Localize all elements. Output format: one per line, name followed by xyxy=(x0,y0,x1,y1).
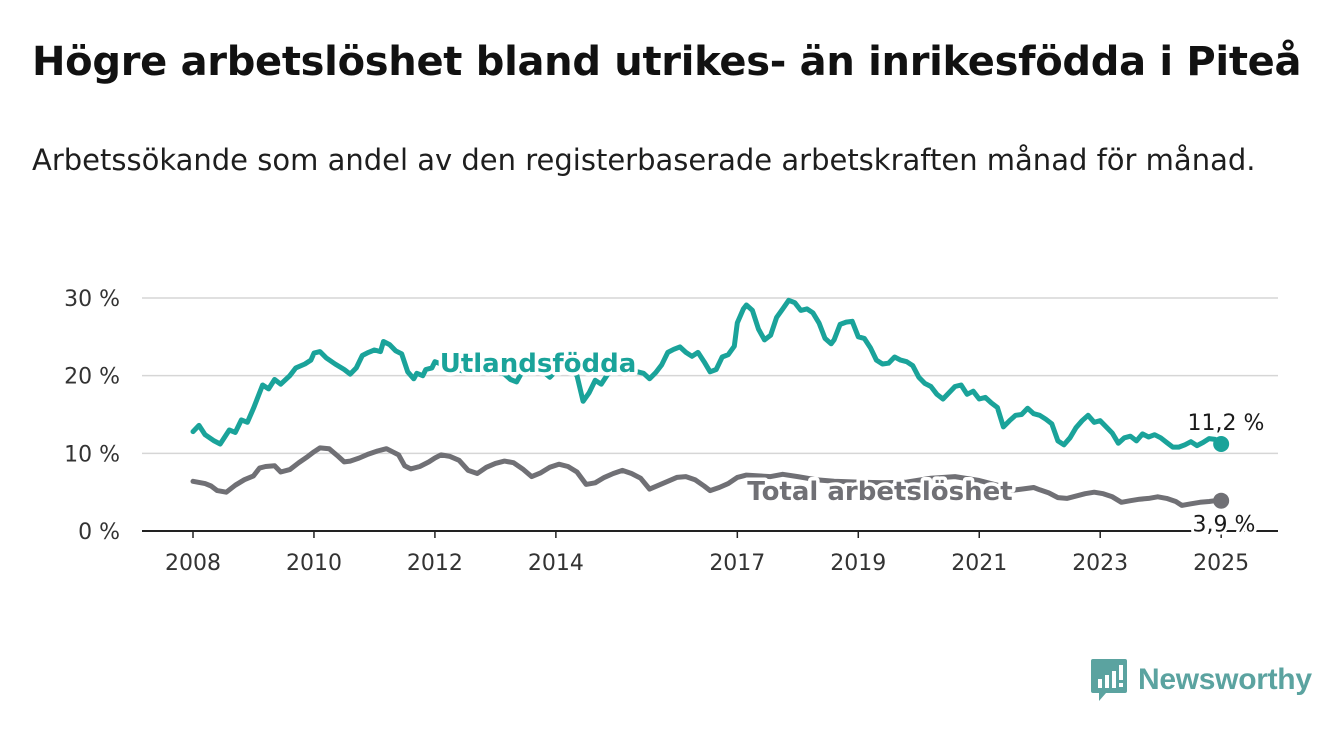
chart-title: Högre arbetslöshet bland utrikes- än inr… xyxy=(32,39,1302,85)
y-tick-label: 30 % xyxy=(64,287,120,312)
series-line-total-arbetslshet xyxy=(190,445,1224,508)
series-end-value-label: 11,2 % xyxy=(1188,411,1265,436)
chart-subtitle: Arbetssökande som andel av den registerb… xyxy=(32,143,1256,177)
x-tick-label: 2010 xyxy=(286,551,342,576)
series-name-label: Utlandsfödda xyxy=(440,349,637,379)
series-end-marker xyxy=(1213,436,1230,453)
series-name-label: Total arbetslöshet xyxy=(747,477,1012,507)
x-tick-label: 2012 xyxy=(407,551,463,576)
x-tick-label: 2008 xyxy=(165,551,221,576)
x-tick-label: 2025 xyxy=(1193,551,1249,576)
x-tick-label: 2014 xyxy=(528,551,584,576)
x-axis-ticks: 2008 2010 2012 2014 2017 2019 2021 2023 2025 xyxy=(165,531,1249,576)
x-tick-label: 2023 xyxy=(1072,551,1128,576)
y-axis-ticks: 0 % 10 % 20 % 30 % xyxy=(64,287,120,545)
y-tick-label: 20 % xyxy=(64,365,120,390)
y-tick-label: 0 % xyxy=(78,520,120,545)
gridlines xyxy=(142,297,1278,532)
y-tick-label: 10 % xyxy=(64,442,120,467)
newsworthy-logo: Newsworthy xyxy=(1090,657,1312,703)
newsworthy-logo-icon xyxy=(1091,659,1127,701)
newsworthy-logo-text: Newsworthy xyxy=(1138,663,1312,696)
x-tick-label: 2019 xyxy=(830,551,886,576)
series-end-marker xyxy=(1213,492,1230,509)
series-line-utlandsfdda xyxy=(190,297,1224,450)
x-tick-label: 2017 xyxy=(709,551,765,576)
series-end-value-label: 3,9 % xyxy=(1193,513,1256,538)
series-labels: Utlandsfödda 11,2 % Total arbetslöshet 3,9 … xyxy=(436,346,1267,541)
x-tick-label: 2021 xyxy=(951,551,1007,576)
series-lines xyxy=(190,297,1230,509)
